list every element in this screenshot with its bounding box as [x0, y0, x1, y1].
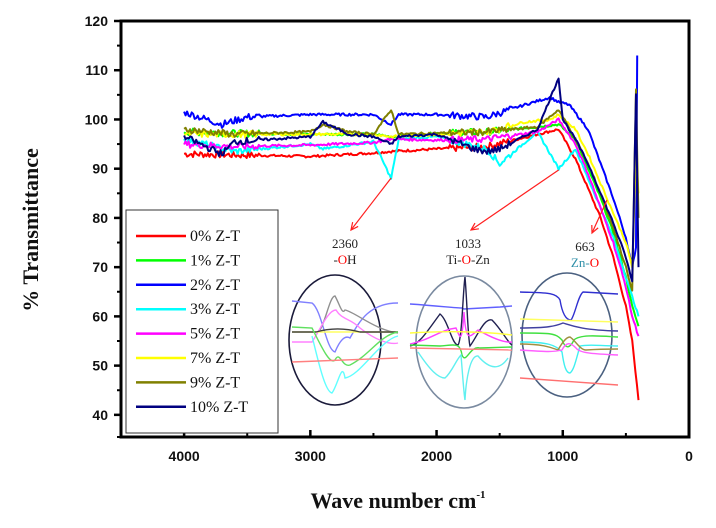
x-tick-label: 1000	[547, 448, 578, 464]
inset-curve	[519, 336, 619, 351]
y-tick-label: 120	[85, 13, 109, 29]
legend-label: 9% Z-T	[190, 374, 240, 391]
inset-curve	[409, 347, 513, 351]
legend-label: 10% Z-T	[190, 399, 248, 416]
legend-label: 5% Z-T	[190, 326, 240, 343]
x-tick-label: 4000	[169, 448, 200, 464]
y-tick-label: 90	[92, 161, 108, 177]
annotation-bond: -OH	[333, 252, 356, 267]
x-tick-label: 3000	[295, 448, 326, 464]
series-line	[183, 55, 639, 268]
x-tick-label: 0	[685, 448, 693, 464]
legend-box	[125, 209, 279, 434]
legend-label: 7% Z-T	[190, 350, 240, 367]
inset-curve	[417, 351, 509, 401]
legend-label: 0% Z-T	[190, 228, 240, 245]
series-line	[183, 77, 640, 283]
inset-curve	[409, 303, 513, 310]
x-axis: 4000 3000 2000 1000 0	[169, 430, 693, 464]
inset-layer	[288, 272, 619, 409]
annotation-bond-part: O	[338, 252, 347, 267]
annotation-arrow	[591, 199, 608, 234]
annotation-arrow	[350, 177, 392, 231]
series-line	[183, 117, 640, 337]
legend-label: 2% Z-T	[190, 277, 240, 294]
series-line	[183, 128, 640, 401]
y-tick-label: 110	[85, 62, 108, 78]
y-axis: 40 50 60 70 80 90 100 110 120	[85, 13, 121, 438]
annotation-bond-part: -	[333, 252, 337, 267]
annotation-arrow	[470, 169, 559, 231]
y-axis-title: % Transmittance	[18, 148, 43, 312]
annotation-bond-part: -Zn	[471, 252, 490, 267]
series-line	[183, 88, 640, 292]
arrow-head-icon	[469, 222, 479, 231]
inset-curve	[519, 322, 619, 332]
y-tick-label: 70	[92, 259, 108, 275]
y-tick-label: 100	[85, 111, 109, 127]
y-tick-label: 80	[92, 210, 108, 226]
arrow-head-icon	[591, 224, 599, 235]
inset-curve	[519, 332, 619, 348]
plot-frame	[119, 19, 691, 439]
inset-curve	[409, 331, 513, 336]
y-tick-label: 40	[92, 407, 108, 423]
annotation-bond-part: Zn-	[571, 255, 590, 270]
y-tick-label: 60	[92, 308, 108, 324]
inset-curve	[519, 377, 619, 386]
inset-curve	[311, 335, 399, 394]
inset-curve	[292, 328, 398, 333]
annotation-peak: 663	[575, 239, 595, 254]
inset-curve	[291, 326, 399, 366]
inset-curve	[519, 341, 619, 374]
inset-curve	[291, 357, 399, 363]
inset-curve	[519, 291, 619, 321]
y-tick-label: 50	[92, 358, 108, 374]
annotation-bond: Ti-O-Zn	[446, 252, 490, 267]
x-axis-title: Wave number cm-1	[311, 488, 486, 513]
inset-ellipse	[521, 272, 613, 398]
inset-curve	[519, 318, 619, 323]
inset-curve	[319, 295, 399, 334]
series-layer	[183, 55, 640, 401]
annotation-peak: 1033	[455, 236, 481, 251]
annotation-bond-part: Ti-	[446, 252, 461, 267]
annotation-bond: Zn-O	[571, 255, 599, 270]
annotation-peak: 2360	[332, 236, 358, 251]
x-tick-label: 2000	[421, 448, 452, 464]
annotation-bond-part: H	[347, 252, 356, 267]
annotation-bond-part: O	[462, 252, 471, 267]
annotation-bond-part: O	[590, 255, 599, 270]
inset-curve	[409, 276, 513, 348]
series-line	[183, 113, 640, 269]
legend-label: 3% Z-T	[190, 301, 240, 318]
legend-label: 1% Z-T	[190, 252, 240, 269]
arrow-head-icon	[350, 222, 359, 232]
inset-curve	[519, 343, 619, 356]
legend: 0% Z-T 1% Z-T 2% Z-T 3% Z-T 5% Z-T 7% Z-T 9% Z…	[125, 209, 279, 434]
